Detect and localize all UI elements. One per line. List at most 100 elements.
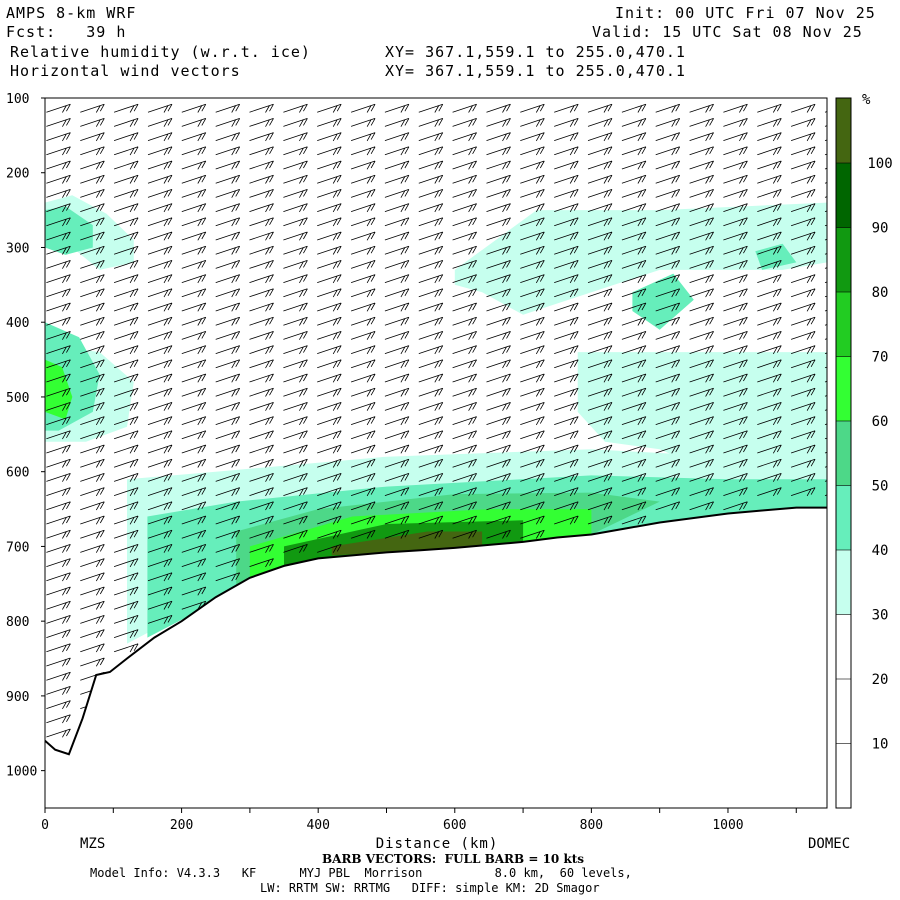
wind-barb <box>283 387 308 397</box>
wind-barb <box>757 118 782 127</box>
wind-barb <box>283 103 308 113</box>
wind-barb <box>520 132 545 142</box>
wind-barb <box>283 302 308 312</box>
wind-barb <box>689 288 714 298</box>
wind-barb <box>46 686 71 695</box>
wind-barb <box>181 572 207 582</box>
wind-barb <box>215 373 241 383</box>
wind-barb <box>689 245 714 255</box>
wind-barb <box>215 231 241 241</box>
wind-barb <box>283 217 308 227</box>
wind-barb <box>249 245 274 255</box>
wind-barb <box>317 118 342 127</box>
wind-barb <box>486 217 511 227</box>
wind-barb <box>147 302 173 312</box>
wind-barb <box>350 274 376 284</box>
wind-barb <box>384 501 410 511</box>
wind-barb <box>621 387 647 397</box>
wind-barb <box>317 302 342 312</box>
wind-barb <box>452 373 477 383</box>
wind-barb <box>655 444 681 454</box>
wind-barb <box>384 331 410 340</box>
wind-barb <box>723 473 748 482</box>
wind-barb <box>723 387 748 397</box>
wind-barb <box>46 515 71 525</box>
wind-barb <box>452 316 477 326</box>
wind-barb <box>181 529 207 539</box>
wind-barb <box>46 458 71 468</box>
colorbar-tick-label: 20 <box>872 672 889 688</box>
wind-barb <box>452 416 477 426</box>
wind-barb <box>350 217 376 227</box>
wind-barb <box>113 387 139 397</box>
x-endpoint-right: DOMEC <box>808 836 850 852</box>
barb-legend: BARB VECTORS: FULL BARB = 10 kts <box>322 852 585 866</box>
wind-barb <box>452 331 477 340</box>
wind-barb <box>147 132 173 142</box>
wind-barb <box>46 231 71 241</box>
wind-barb <box>215 430 241 440</box>
wind-barb <box>384 487 410 497</box>
wind-barb <box>689 132 714 142</box>
wind-barb <box>689 174 714 184</box>
wind-barb <box>350 458 376 468</box>
wind-barb <box>621 458 647 468</box>
wind-barb <box>723 501 748 511</box>
wind-barb <box>181 359 207 369</box>
wind-barb <box>655 245 681 255</box>
wind-barb <box>215 274 241 284</box>
wind-barb <box>452 118 477 127</box>
wind-barb <box>554 217 579 227</box>
wind-barb <box>113 402 139 411</box>
wind-barb <box>249 458 274 468</box>
wind-barb <box>554 274 579 284</box>
wind-barb <box>587 245 613 255</box>
wind-barb <box>587 458 613 468</box>
rh-region-6 <box>632 273 694 330</box>
colorbar-tick-label: 30 <box>872 608 889 624</box>
wind-barb <box>283 515 308 525</box>
wind-barb <box>790 316 816 326</box>
wind-barb <box>181 558 207 568</box>
wind-barb <box>757 331 782 340</box>
wind-barb <box>452 174 477 184</box>
wind-barb <box>418 203 444 213</box>
wind-barb <box>452 444 477 454</box>
wind-barb <box>46 600 71 610</box>
wind-barb <box>215 416 241 426</box>
wind-barb <box>790 288 816 298</box>
wind-barb <box>350 359 376 369</box>
wind-barb <box>317 203 342 213</box>
wind-barb <box>147 316 173 326</box>
colorbar-segment <box>836 98 851 163</box>
wind-barb <box>147 444 173 454</box>
wind-barb <box>723 288 748 298</box>
wind-barb <box>486 444 511 454</box>
wind-barb <box>520 146 545 156</box>
wind-barb <box>418 118 444 127</box>
wind-barb <box>249 331 274 340</box>
wind-barb <box>215 288 241 298</box>
wind-barb <box>621 501 647 511</box>
wind-barb <box>554 373 579 383</box>
wind-barb <box>113 103 139 113</box>
wind-barb <box>486 529 511 539</box>
wind-barb <box>113 274 139 284</box>
wind-barb <box>418 160 444 170</box>
wind-barb <box>790 260 816 269</box>
wind-barb <box>46 572 71 582</box>
cross-section-xy-1: XY= 367.1,559.1 to 255.0,470.1 <box>385 43 686 61</box>
wind-barb <box>689 160 714 170</box>
wind-barb <box>418 387 444 397</box>
wind-barb <box>486 387 511 397</box>
wind-barb <box>790 430 816 440</box>
wind-barb <box>655 160 681 170</box>
wind-barb <box>621 402 647 411</box>
wind-barb <box>621 331 647 340</box>
wind-barb <box>46 487 71 497</box>
wind-barb <box>621 146 647 156</box>
wind-barb <box>452 146 477 156</box>
wind-barb <box>520 331 545 340</box>
wind-barb <box>46 316 71 326</box>
wind-barb <box>689 416 714 426</box>
